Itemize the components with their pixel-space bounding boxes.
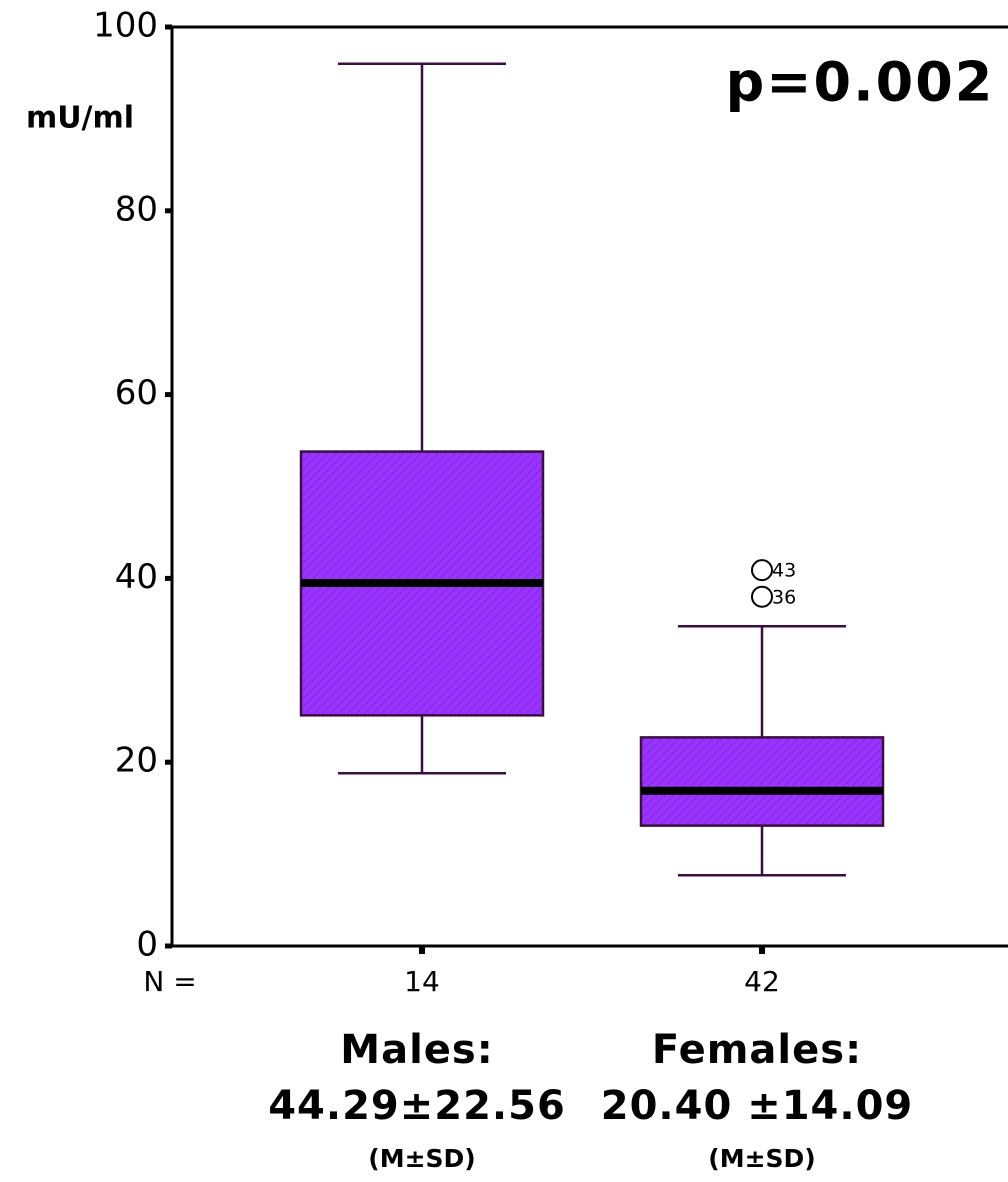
n-count: 14 — [404, 965, 440, 998]
outlier-label: 36 — [772, 586, 796, 608]
y-tick-label: 40 — [115, 557, 158, 597]
y-axis-label: mU/ml — [26, 101, 134, 136]
group-stat-note: (M±SD) — [708, 1144, 815, 1173]
y-tick-label: 80 — [115, 189, 158, 229]
y-tick-label: 60 — [115, 373, 158, 413]
outlier — [751, 585, 773, 608]
group-stat: 44.29±22.56 — [268, 1083, 566, 1129]
outlier-label: 43 — [772, 560, 796, 582]
box-hatch — [641, 737, 883, 826]
n-count: 42 — [744, 965, 780, 998]
n-label: N = — [143, 965, 196, 998]
group-name: Males: — [340, 1027, 493, 1073]
group-stat-note: (M±SD) — [368, 1144, 475, 1173]
outlier — [751, 559, 773, 582]
annotation: p=0.002 — [726, 51, 995, 114]
group-name: Females: — [652, 1027, 862, 1073]
group-stat: 20.40 ±14.09 — [601, 1083, 914, 1129]
y-tick-label: 20 — [115, 741, 158, 781]
plot-frame — [170, 25, 1008, 948]
y-tick-label: 0 — [136, 925, 158, 965]
y-tick-label: 100 — [93, 6, 158, 46]
